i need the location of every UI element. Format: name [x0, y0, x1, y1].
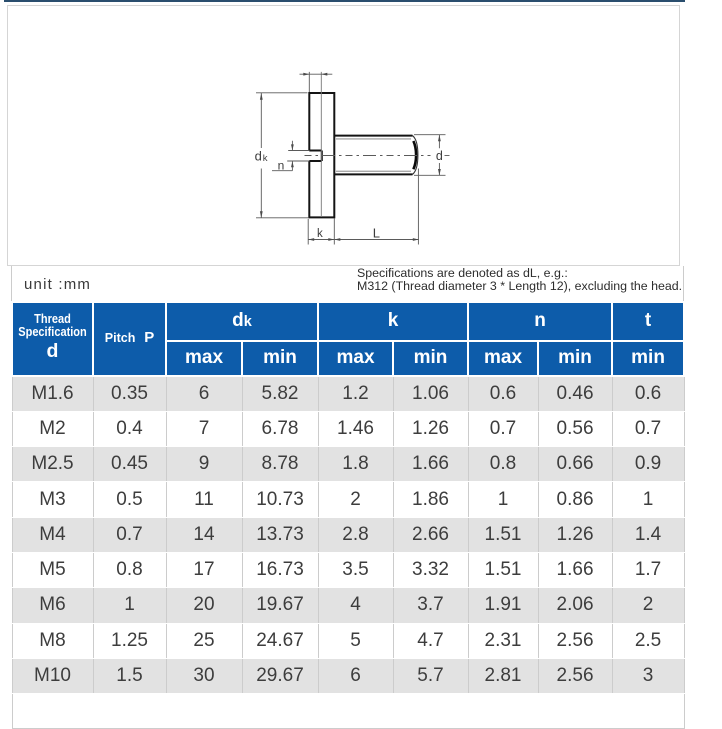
svg-text:k: k [263, 153, 268, 164]
svg-text:k: k [317, 228, 323, 240]
svg-text:L: L [373, 225, 380, 240]
svg-text:d: d [255, 149, 262, 164]
svg-text:d: d [436, 149, 443, 163]
svg-text:n: n [278, 158, 285, 172]
